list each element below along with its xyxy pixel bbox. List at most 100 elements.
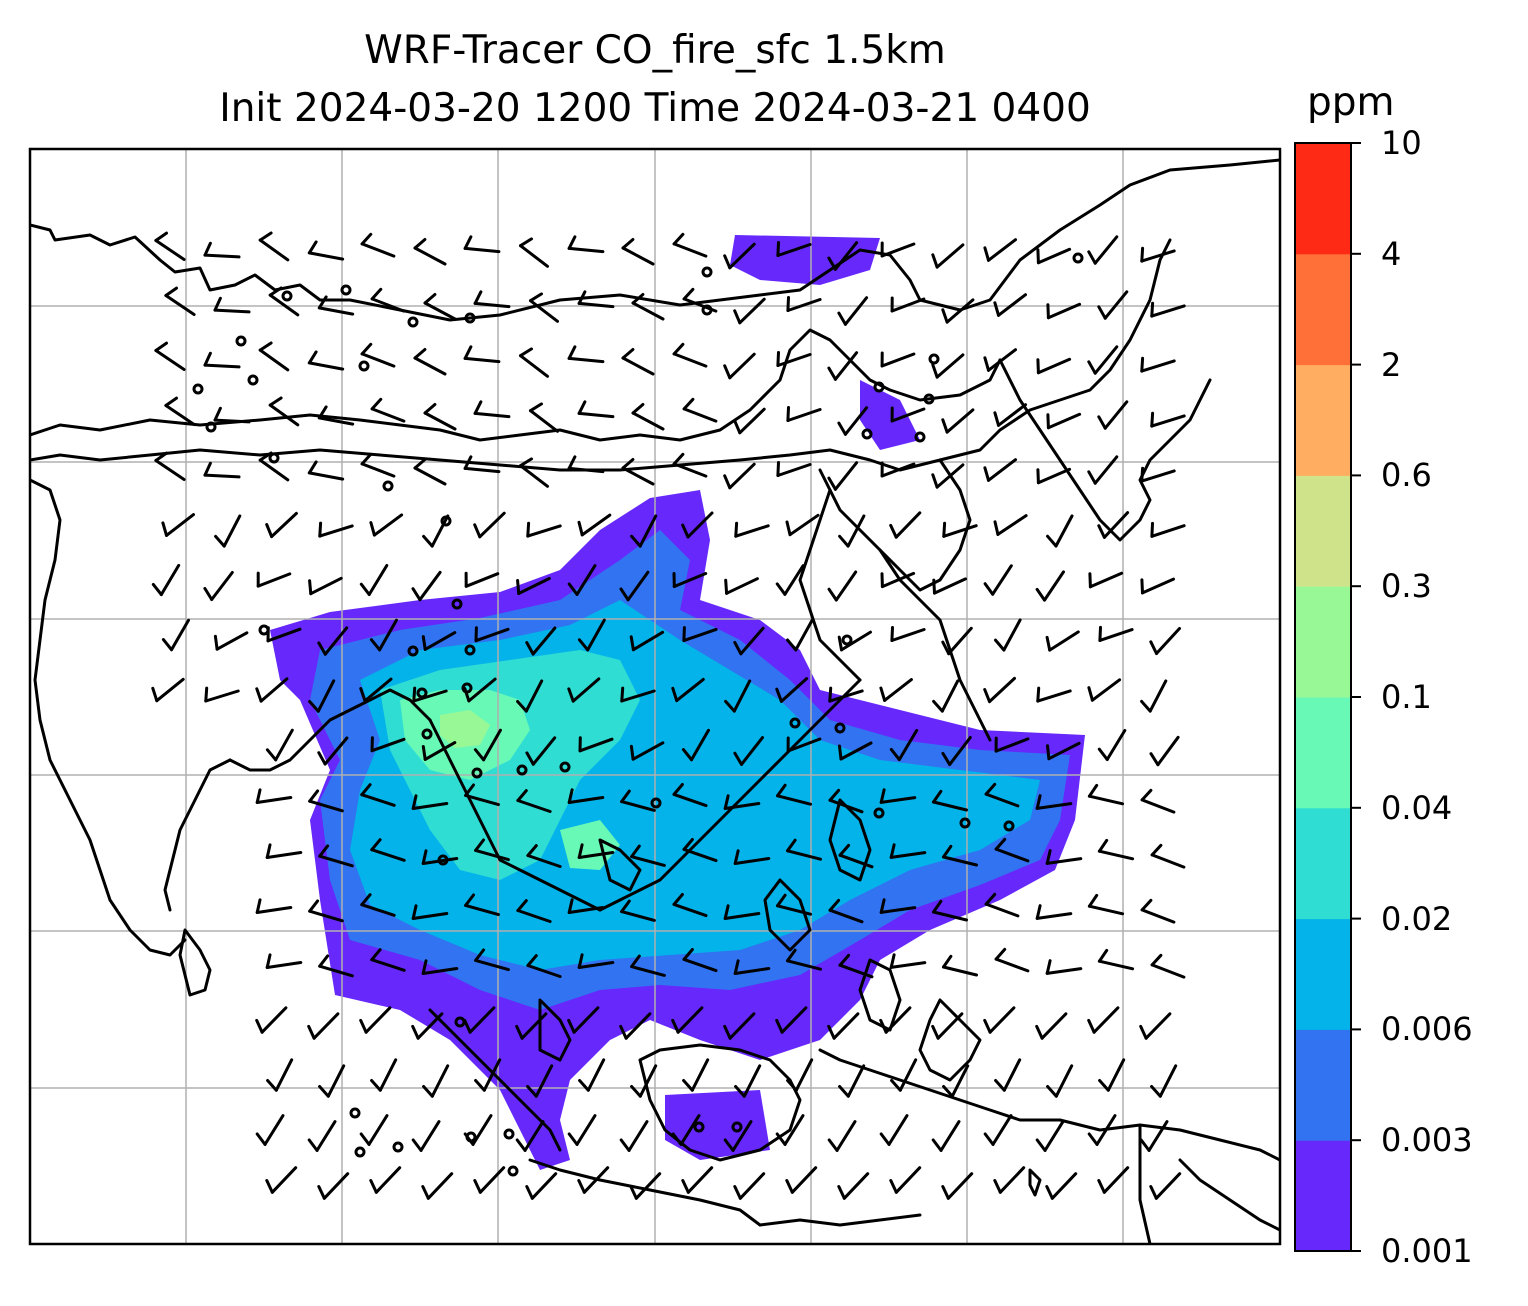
- wind-barb: [526, 964, 562, 978]
- wind-barb: [1036, 689, 1072, 703]
- wind-barb-flag: [1035, 904, 1042, 920]
- wind-barb-flag: [942, 954, 953, 969]
- wind-barb-flag: [423, 403, 437, 415]
- wind-barb-flag: [370, 1079, 382, 1092]
- wind-barb: [672, 242, 708, 258]
- colorbar-band: [1295, 253, 1351, 366]
- wind-barb: [790, 1166, 818, 1194]
- wind-barb-flag: [1150, 1085, 1162, 1098]
- wind-barb-flag: [1035, 1024, 1044, 1040]
- wind-barb-flag: [932, 578, 936, 595]
- wind-barb-flag: [827, 366, 837, 381]
- wind-barb-flag: [1087, 686, 1094, 702]
- wind-barb: [1140, 469, 1176, 483]
- wind-barb: [898, 1058, 918, 1092]
- wind-barb: [672, 792, 708, 808]
- wind-barb-flag: [682, 948, 694, 961]
- wind-barb: [997, 293, 1027, 317]
- wind-barb-flag: [1150, 301, 1155, 318]
- wind-barb-flag: [1046, 413, 1050, 430]
- wind-barb-flag: [994, 638, 1006, 652]
- wind-barb-flag: [733, 849, 740, 865]
- wind-barb: [423, 741, 457, 761]
- wind-barb: [731, 1120, 753, 1152]
- wind-barb-flag: [515, 1024, 524, 1040]
- wind-barb-flag: [734, 1085, 746, 1098]
- wind-barb: [1106, 1058, 1126, 1092]
- wind-barb: [367, 564, 389, 596]
- wind-barb-flag: [723, 904, 730, 920]
- wind-barb: [413, 466, 447, 486]
- colorbar-band: [1295, 1029, 1351, 1141]
- wind-barb-flag: [993, 301, 1000, 317]
- wind-barb-flag: [733, 309, 742, 325]
- wind-barb: [725, 577, 759, 595]
- wind-barb: [631, 301, 665, 321]
- wind-barb: [464, 903, 500, 917]
- wind-barb-flag: [567, 1132, 579, 1146]
- wind-barb-flag: [889, 843, 896, 859]
- wind-barb: [945, 408, 975, 434]
- wind-barb-flag: [631, 293, 645, 305]
- wind-barb-flag: [1139, 1138, 1151, 1152]
- wind-barb: [1036, 247, 1072, 265]
- wind-barb-flag: [519, 347, 533, 358]
- wind-barb-flag: [942, 844, 953, 859]
- wind-barb-flag: [838, 534, 850, 548]
- wind-barb: [423, 631, 457, 651]
- wind-barb: [889, 961, 927, 969]
- wind-barb-flag: [516, 700, 528, 713]
- wind-barb: [833, 461, 859, 491]
- wind-barb: [846, 514, 866, 548]
- wind-barb: [260, 1006, 288, 1034]
- wind-barb-flag: [837, 635, 843, 652]
- wind-barb-flag: [672, 232, 685, 246]
- wind-barb-flag: [164, 396, 178, 407]
- wind-barb-flag: [734, 521, 739, 538]
- wind-barb-flag: [578, 1079, 590, 1092]
- wind-barb: [413, 356, 447, 376]
- wind-barb: [516, 799, 552, 813]
- wind-barb-flag: [307, 1138, 319, 1152]
- wind-barb: [890, 297, 926, 313]
- colorbar-tick-label: 0.001: [1381, 1232, 1473, 1270]
- wind-barb: [672, 902, 708, 918]
- wind-barb-flag: [411, 1024, 420, 1040]
- wind-barb-flag: [413, 238, 427, 250]
- wind-barb: [308, 909, 344, 923]
- wind-barb: [1155, 627, 1181, 655]
- wind-barb: [732, 679, 752, 713]
- wind-barb: [471, 1114, 493, 1146]
- wind-barb: [567, 796, 605, 804]
- wind-barb: [367, 1114, 389, 1146]
- wind-barb: [520, 1012, 548, 1040]
- wind-barb-flag: [516, 579, 521, 595]
- wind-barb: [266, 627, 302, 643]
- wind-barb: [1140, 798, 1176, 814]
- wind-barb-flag: [775, 1018, 784, 1034]
- wind-barb-flag: [984, 892, 997, 906]
- wind-barb: [529, 409, 559, 433]
- wind-barb-flag: [473, 523, 482, 539]
- wind-barb: [474, 627, 510, 643]
- wind-barb: [935, 353, 965, 379]
- wind-barb-flag: [827, 476, 837, 491]
- wind-barb: [463, 246, 501, 254]
- wind-barb: [577, 961, 615, 969]
- wind-barb: [728, 1012, 756, 1040]
- wind-barb-flag: [526, 844, 538, 857]
- wind-barb: [322, 1172, 350, 1200]
- wind-barb: [672, 462, 708, 478]
- wind-barb: [412, 689, 448, 703]
- wind-barb-flag: [682, 1079, 694, 1092]
- wind-barb: [932, 800, 968, 812]
- wind-barb-flag: [630, 954, 641, 969]
- wind-barb-flag: [360, 452, 373, 466]
- wind-barb: [567, 246, 605, 254]
- wind-barb: [517, 577, 551, 595]
- wind-barb-flag: [214, 534, 226, 548]
- map-title-line1: WRF-Tracer CO_fire_sfc 1.5km: [364, 28, 946, 73]
- wind-barb-flag: [629, 1185, 638, 1200]
- wind-barb: [783, 1114, 805, 1146]
- wind-barb-flag: [827, 256, 837, 271]
